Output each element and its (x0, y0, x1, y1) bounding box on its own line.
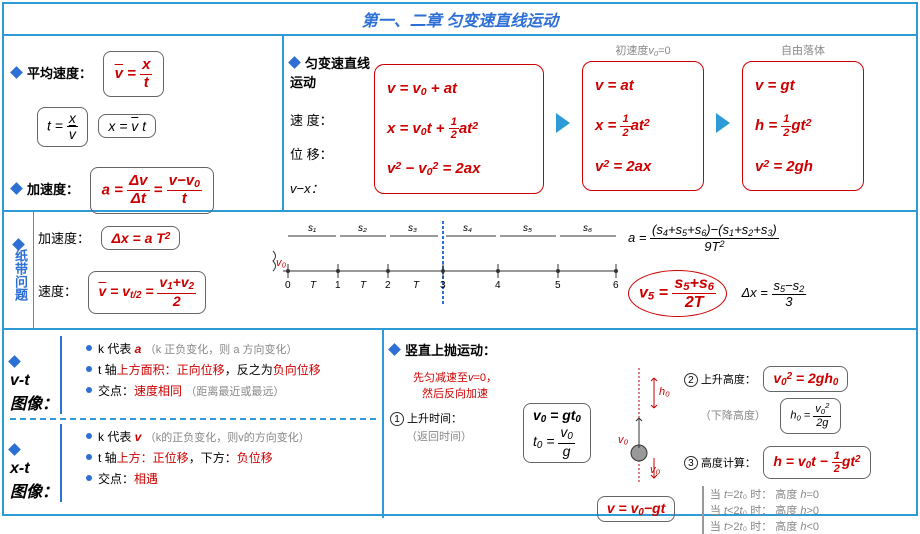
svg-text:v₀: v₀ (650, 464, 661, 476)
page-title: 第一、二章 匀变速直线运动 (4, 4, 916, 36)
accel-eq: a = ΔvΔt = v−v0t (90, 167, 214, 214)
svg-text:T: T (310, 280, 317, 291)
eq-v-v0-gt: v = v0−gt (597, 496, 675, 522)
section-vertical-throw: 竖直上抛运动： 先匀减速至v=0，然后反向加速 1上升时间：（返回时间） v0 … (384, 330, 916, 518)
svg-text:s₂: s₂ (358, 223, 367, 234)
arrow-icon (556, 113, 570, 133)
height-note-3: 当 t>2t₀ 时： 高度 h<0 (710, 518, 910, 534)
svg-text:1: 1 (335, 280, 341, 291)
avg-speed-eq: v = xt (103, 51, 165, 97)
svg-text:T: T (413, 280, 420, 291)
tape-v5-formula: v5 = s5+s62T (628, 270, 727, 317)
eq-h0: h0 = v022g (780, 398, 841, 434)
height-note-1: 当 t=2t₀ 时： 高度 h=0 (710, 486, 910, 502)
vthrow-diagram: h₀ v₀ v₀ v = v0−gt (594, 363, 684, 534)
vthrow-header: 竖直上抛运动： (405, 343, 496, 358)
section-basic-defs: 平均速度： v = xt t = xv x = v t 加速度： a = ΔvΔ… (4, 36, 284, 210)
height-note-2: 当 t<2t₀ 时： 高度 h>0 (710, 502, 910, 518)
x-eq: x = v t (98, 114, 156, 138)
accel-label: 加速度： (27, 182, 79, 197)
rise-time-label: 上升时间： (407, 413, 462, 425)
row-velocity: 速 度： (290, 110, 366, 129)
v0zero-equations: v = at x = 12at2 v2 = 2ax (582, 61, 704, 191)
tape-acc-label: 加速度： (38, 231, 90, 246)
svg-text:5: 5 (555, 280, 561, 291)
xt-bullet-3: 交点：相遇 (70, 470, 376, 487)
cond-freefall: 自由落体 (738, 42, 868, 58)
eq-v02-2gh0: v02 = 2gh0 (763, 366, 848, 392)
arrow-icon (716, 113, 730, 133)
tape-acc-eq: Δx = a T2 (101, 226, 180, 250)
svg-text:s₃: s₃ (408, 223, 417, 234)
rise-time-sub: （返回时间） (390, 431, 472, 443)
svg-text:s₆: s₆ (583, 223, 592, 234)
xt-graph-label: x-t图像： (10, 460, 58, 501)
tape-a-formula: a = (s4+s5+s6)−(s1+s2+s3)9T2 (628, 223, 912, 254)
svg-text:T: T (360, 280, 367, 291)
tape-diagram: s₁ s₂ s₃ s₄ s₅ s₆ 0 T 1 T 2 T 3 4 5 6 v₀ (268, 216, 628, 324)
svg-text:6: 6 (613, 280, 619, 291)
tape-dx-formula: Δx = s5−s23 (741, 285, 806, 300)
uniform-accel-header: 匀变速直线运动 (290, 56, 370, 90)
tape-v-eq: v = vt/2 = v1+v22 (88, 271, 206, 313)
svg-text:v₀: v₀ (276, 257, 287, 269)
row-vx: v−x： (290, 178, 366, 197)
vt-bullet-1: k 代表 a （k 正负变化，则 a 方向变化） (70, 340, 376, 357)
xt-bullet-1: k 代表 v （k的正负变化，则v的方向变化） (70, 428, 376, 445)
eq-h-v0t: h = v0t − 12gt2 (763, 446, 870, 479)
tape-v-label: 速度： (38, 284, 77, 299)
vthrow-note: 先匀减速至v=0，然后反向加速 (390, 369, 520, 401)
avg-speed-label: 平均速度： (27, 66, 92, 81)
svg-text:3: 3 (440, 280, 446, 291)
rise-height-sub: （下降高度） (684, 410, 766, 422)
svg-text:s₄: s₄ (463, 223, 472, 234)
row-displacement: 位 移： (290, 144, 366, 163)
svg-text:v₀: v₀ (618, 434, 629, 446)
vt-bullet-3: 交点：速度相同 （距离最近或最远） (70, 382, 376, 399)
vt-graph-label: v-t图像： (10, 372, 58, 413)
tape-header: 纸带问题 (4, 212, 34, 328)
rise-height-label: 上升高度： (701, 374, 756, 386)
full-equations: v = v0 + at x = v0t + 12at2 v2 − v02 = 2… (374, 64, 544, 194)
vt-bullet-2: t 轴上方面积：正向位移，反之为负向位移 (70, 361, 376, 378)
eq-v0-gt0: v0 = gt0t0 = v0g (523, 403, 591, 463)
svg-text:0: 0 (285, 280, 291, 291)
xt-bullet-2: t 轴上方：正位移，下方：负位移 (70, 449, 376, 466)
height-calc-label: 高度计算： (701, 457, 756, 469)
svg-text:s₅: s₅ (523, 223, 532, 234)
t-eq: t = xv (37, 107, 88, 147)
svg-text:2: 2 (385, 280, 391, 291)
svg-text:h₀: h₀ (659, 386, 670, 398)
section-uniform-accel: 匀变速直线运动 速 度： 位 移： v−x： v = v0 + at x = v… (284, 36, 916, 210)
svg-text:s₁: s₁ (308, 223, 316, 234)
svg-text:4: 4 (495, 280, 501, 291)
freefall-equations: v = gt h = 12gt2 v2 = 2gh (742, 61, 864, 191)
cond-v0-zero: 初速度v0=0 (578, 42, 708, 58)
